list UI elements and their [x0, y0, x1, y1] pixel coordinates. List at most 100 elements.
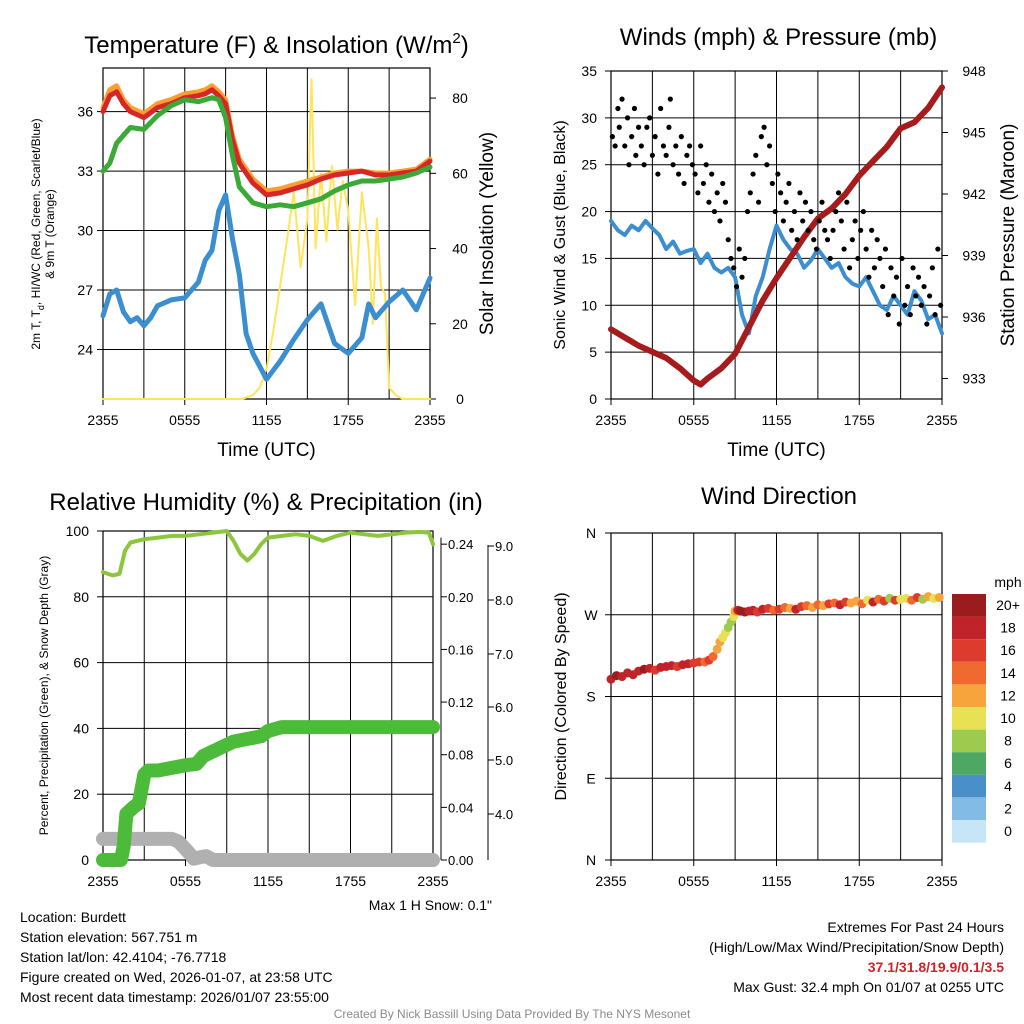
gust-point: [767, 143, 773, 149]
gust-point: [794, 237, 800, 243]
y2-axis-label: Solar Insolation (Yellow): [477, 132, 498, 335]
y-tick-label: 15: [581, 250, 597, 266]
colorbar-label: mph: [994, 574, 1021, 590]
gust-point: [833, 208, 839, 215]
gust-point: [678, 134, 684, 140]
elevation-text: Station elevation: 567.751 m: [20, 929, 198, 945]
gust-point: [871, 265, 878, 271]
colorbar-swatch: [952, 797, 986, 820]
direction-point: [712, 644, 722, 654]
gust-point: [902, 302, 908, 308]
gust-point: [692, 171, 698, 177]
y-tick-label: 5: [589, 344, 597, 360]
extremes-legend: (High/Low/Max Wind/Precipitation/Snow De…: [709, 939, 1004, 955]
y-axis-label: Direction (Colored By Speed): [553, 592, 570, 800]
gust-point: [791, 208, 798, 215]
x-tick-label: 0555: [678, 873, 709, 889]
gust-point: [744, 208, 751, 215]
gust-point: [786, 180, 792, 187]
gust-point: [896, 321, 902, 327]
series-hi-wc: [100, 95, 433, 210]
gust-point: [655, 171, 661, 177]
x-tick-label: 2355: [414, 412, 445, 428]
gust-point: [929, 265, 935, 271]
gust-point: [684, 152, 690, 158]
precip-tick-label: 0.00: [448, 853, 473, 868]
x-tick-label: 1155: [761, 873, 791, 889]
y2-tick-label: 20: [452, 316, 468, 332]
colorbar-tick-label: 0: [1004, 823, 1012, 839]
y-tick-label: 25: [581, 157, 597, 173]
colorbar-swatch: [952, 594, 986, 617]
gust-point: [800, 218, 806, 224]
y2-axis-label: Station Pressure (Maroon): [998, 124, 1019, 347]
y-tick-label: 30: [581, 110, 597, 126]
gust-point: [824, 237, 831, 243]
gust-point: [700, 180, 707, 187]
recent-data-text: Most recent data timestamp: 2026/01/07 2…: [20, 989, 329, 1005]
gust-point: [706, 199, 712, 205]
colorbar-tick-label: 8: [1004, 733, 1012, 749]
gust-point: [938, 302, 944, 308]
gust-point: [658, 105, 664, 112]
gust-point: [675, 171, 682, 177]
x-tick-label: 1155: [251, 412, 281, 428]
gust-point: [891, 293, 897, 299]
gust-point: [629, 134, 635, 140]
direction-point: [934, 592, 944, 602]
gust-point: [904, 283, 911, 290]
gust-point: [907, 312, 913, 318]
snow-tick-label: 5.0: [495, 753, 513, 768]
y-axis-label: Sonic Wind & Gust (Blue, Black): [552, 120, 569, 349]
gust-point: [638, 143, 644, 149]
gust-point: [666, 124, 672, 130]
gust-point: [835, 190, 842, 196]
gust-point: [747, 190, 753, 196]
precip-tick-label: 0.24: [448, 537, 473, 552]
y2-tick-label: 933: [962, 371, 986, 387]
gust-point: [769, 180, 775, 187]
precip-tick-label: 0.08: [448, 748, 473, 763]
x-tick-label: 0555: [170, 873, 201, 889]
panel-temperature: 2355 0555 1155 1755 2355 24 27 30 33 36 0 20 40 60 80 T…: [29, 30, 498, 461]
precip-tick-label: 0.20: [448, 590, 473, 605]
gust-point: [841, 246, 847, 252]
gust-point: [681, 180, 687, 187]
y-tick-label: 20: [73, 786, 89, 802]
y-tick-label: 33: [77, 163, 93, 179]
gust-point: [772, 208, 778, 215]
gust-point: [874, 237, 880, 243]
colorbar-tick-label: 4: [1004, 778, 1012, 794]
gust-point: [631, 105, 638, 112]
series-solar-insolation: [102, 78, 431, 400]
y2-tick-label: 0: [456, 391, 464, 407]
gust-point: [687, 143, 693, 149]
gust-point: [899, 255, 905, 262]
colorbar-tick-label: 12: [1000, 687, 1016, 703]
y2-tick-label: 945: [962, 125, 986, 141]
gust-point: [703, 162, 709, 168]
colorbar-swatch: [952, 729, 986, 753]
y-tick-label: 30: [77, 223, 93, 239]
gust-point: [885, 312, 891, 318]
colorbar: mph 20+ 18 16 14 12 10 8 6 4 2 0: [952, 574, 1022, 843]
y-tick-label: 100: [66, 523, 90, 539]
colorbar-tick-label: 14: [1000, 665, 1016, 681]
y-tick-label: 0: [81, 852, 89, 868]
series-2m-t: [100, 87, 433, 198]
x-tick-label: 1755: [844, 873, 875, 889]
y2-tick-label: 80: [452, 90, 468, 106]
colorbar-tick-label: 18: [1000, 620, 1016, 636]
panel-direction: 2355 0555 1155 1755 2355 N E S W N Wind Direction D…: [553, 483, 1022, 889]
y-tick-label: 36: [77, 104, 93, 120]
x-tick-label: 2355: [595, 873, 626, 889]
series-sonic-wind: [609, 218, 944, 336]
y2-tick-label: 942: [962, 186, 986, 202]
gust-point: [709, 171, 715, 177]
gust-point: [626, 162, 632, 168]
gust-point: [698, 143, 704, 149]
credit-text: Created By Nick Bassill Using Data Provi…: [333, 1007, 691, 1021]
x-tick-label: 2355: [87, 412, 118, 428]
y-tick-label: 35: [581, 63, 597, 79]
